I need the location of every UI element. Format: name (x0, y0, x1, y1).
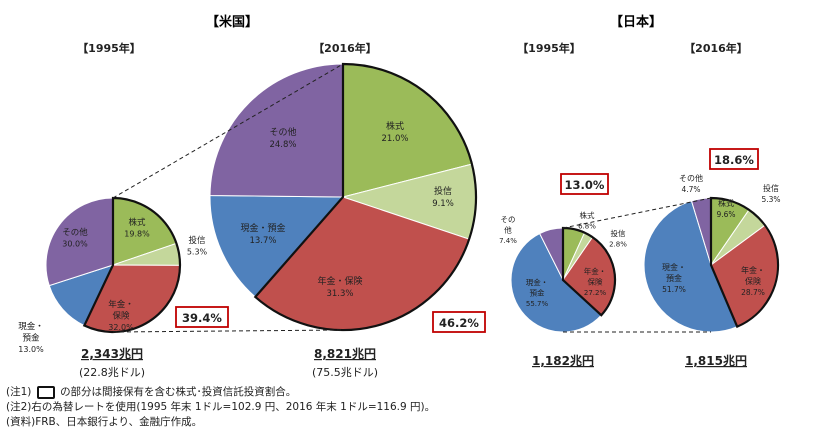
us-2016-label-pension-insurance: 年金・保険 (317, 275, 362, 287)
highlight-box-legend-icon (36, 385, 55, 399)
us-1995-highlight-box (175, 306, 229, 328)
us-1995-label-pension-insurance-2: 保険 (112, 311, 130, 322)
japan-2016-label-cash-deposits: 現金・ (662, 262, 686, 272)
japan-2016-value-stocks: 9.6% (716, 210, 735, 219)
us-2016-value-stocks: 21.0% (381, 134, 408, 144)
us-2016-slice-other (209, 63, 344, 198)
japan-2016-label-funds: 投信 (763, 183, 779, 193)
japan-2016-value-pension-insurance: 28.7% (741, 288, 765, 297)
us-1995-label-cash-deposits: 現金・ (18, 321, 44, 332)
japan-1995-label-pension-insurance: 年金・ (584, 266, 607, 276)
pie-charts: 【米国】 【日本】 株式19.8%投信5.3%年金・保険32.0%現金・預金13… (18, 14, 780, 379)
japan-1995-label-other-2: 他 (504, 225, 512, 235)
japan-1995-label-cash-deposits-2: 預金 (530, 288, 545, 298)
us-2016-label-other: その他 (269, 126, 296, 138)
us-2016-highlight-value: 46.2% (439, 316, 479, 330)
japan-2016-label-stocks: 株式 (718, 198, 734, 208)
japan-1995-value-funds: 2.8% (609, 241, 627, 249)
japan-1995-slice-cash-deposits (510, 232, 602, 333)
japan-2016-value-other: 4.7% (681, 185, 700, 194)
japan-1995-label-other: その (501, 215, 516, 224)
japan-2016-label-other: その他 (679, 173, 703, 183)
us-1995-value-funds: 5.3% (187, 248, 208, 257)
us-1995-label-cash-deposits-2: 預金 (22, 333, 40, 344)
us-2016-value-cash-deposits: 13.7% (249, 236, 276, 246)
japan-2016-label-pension-insurance-2: 保険 (745, 276, 761, 286)
japan-1995-label-pension-insurance-2: 保険 (588, 278, 603, 287)
us-2016-value-funds: 9.1% (432, 199, 454, 209)
japan-1995-highlight-value: 13.0% (565, 178, 605, 192)
us-1995-highlight-value: 39.4% (182, 311, 222, 325)
japan-2016-total: 1,815兆円 (685, 353, 747, 368)
source-note: (資料)FRB、日本銀行より、金融庁作成。 (6, 416, 203, 428)
footnote-1-text: の部分は間接保有を含む株式･投資信託投資割合。 (60, 386, 297, 398)
japan-1995-highlight-box (560, 173, 609, 195)
us-1995-value-cash-deposits: 13.0% (18, 345, 44, 354)
us-2016-highlight-box (432, 311, 486, 333)
us-2016-label-funds: 投信 (434, 185, 452, 197)
footnote-2: (注2)右の為替レートを使用(1995 年末 1ドル=102.9 円、2016 … (6, 401, 436, 413)
us-1995-total: 2,343兆円 (81, 346, 143, 361)
us-2016-highlight-outline (253, 62, 478, 332)
us-2016-label-cash-deposits: 現金・預金 (240, 222, 285, 234)
japan-2016-label-pension-insurance: 年金・ (741, 265, 765, 275)
japan-2016-highlight-value: 18.6% (714, 153, 754, 167)
us-2016-title: 【2016年】 (313, 41, 377, 55)
us-connector-top (112, 63, 344, 199)
us-1995-label-funds: 投信 (188, 235, 206, 246)
japan-1995-value-other: 7.4% (499, 237, 517, 245)
japan-1995-title: 【1995年】 (517, 41, 581, 55)
japan-1995-value-stocks: 6.8% (578, 223, 596, 231)
section-title-us: 【米国】 (206, 14, 258, 30)
us-2016-total-usd: (75.5兆ドル) (312, 366, 378, 379)
footnote-1-prefix: (注1) (6, 386, 32, 398)
us-2016-slice-cash-deposits (209, 195, 345, 298)
us-1995-title: 【1995年】 (77, 41, 141, 55)
japan-1995-highlight-outline (561, 226, 617, 317)
japan-2016-highlight-outline (709, 196, 780, 329)
us-1995-slice-other (45, 197, 114, 287)
us-1995-total-usd: (22.8兆ドル) (79, 366, 145, 379)
us-1995-value-pension-insurance: 32.0% (108, 323, 134, 332)
japan-2016-label-cash-deposits-2: 預金 (666, 273, 682, 283)
us-2016-value-pension-insurance: 31.3% (326, 289, 353, 299)
japan-1995-value-cash-deposits: 55.7% (526, 300, 549, 308)
us-1995-value-stocks: 19.8% (124, 230, 150, 239)
us-1995-label-other: その他 (62, 227, 88, 238)
japan-1995-label-cash-deposits: 現金・ (526, 277, 549, 287)
us-2016-label-stocks: 株式 (386, 120, 404, 132)
us-1995-label-stocks: 株式 (128, 217, 146, 228)
japan-2016-highlight-box (709, 148, 759, 170)
japan-1995-total: 1,182兆円 (532, 353, 594, 368)
us-1995-value-other: 30.0% (62, 240, 88, 249)
us-1995-label-pension-insurance: 年金・ (108, 299, 134, 310)
japan-2016-value-funds: 5.3% (761, 195, 780, 204)
japan-2016-value-cash-deposits: 51.7% (662, 285, 686, 294)
us-2016-total: 8,821兆円 (314, 346, 376, 361)
us-2016-value-other: 24.8% (269, 140, 296, 150)
footnote-1: (注1) の部分は間接保有を含む株式･投資信託投資割合。 (6, 385, 435, 400)
japan-1995-value-pension-insurance: 27.2% (584, 289, 607, 297)
japan-1995-label-stocks: 株式 (580, 210, 595, 220)
section-title-japan: 【日本】 (610, 14, 662, 30)
japan-2016-title: 【2016年】 (684, 41, 748, 55)
japan-1995-label-funds: 投信 (611, 228, 626, 238)
footnotes: (注1) の部分は間接保有を含む株式･投資信託投資割合。 (注2)右の為替レート… (6, 385, 435, 430)
us-connector-bottom (112, 329, 344, 333)
